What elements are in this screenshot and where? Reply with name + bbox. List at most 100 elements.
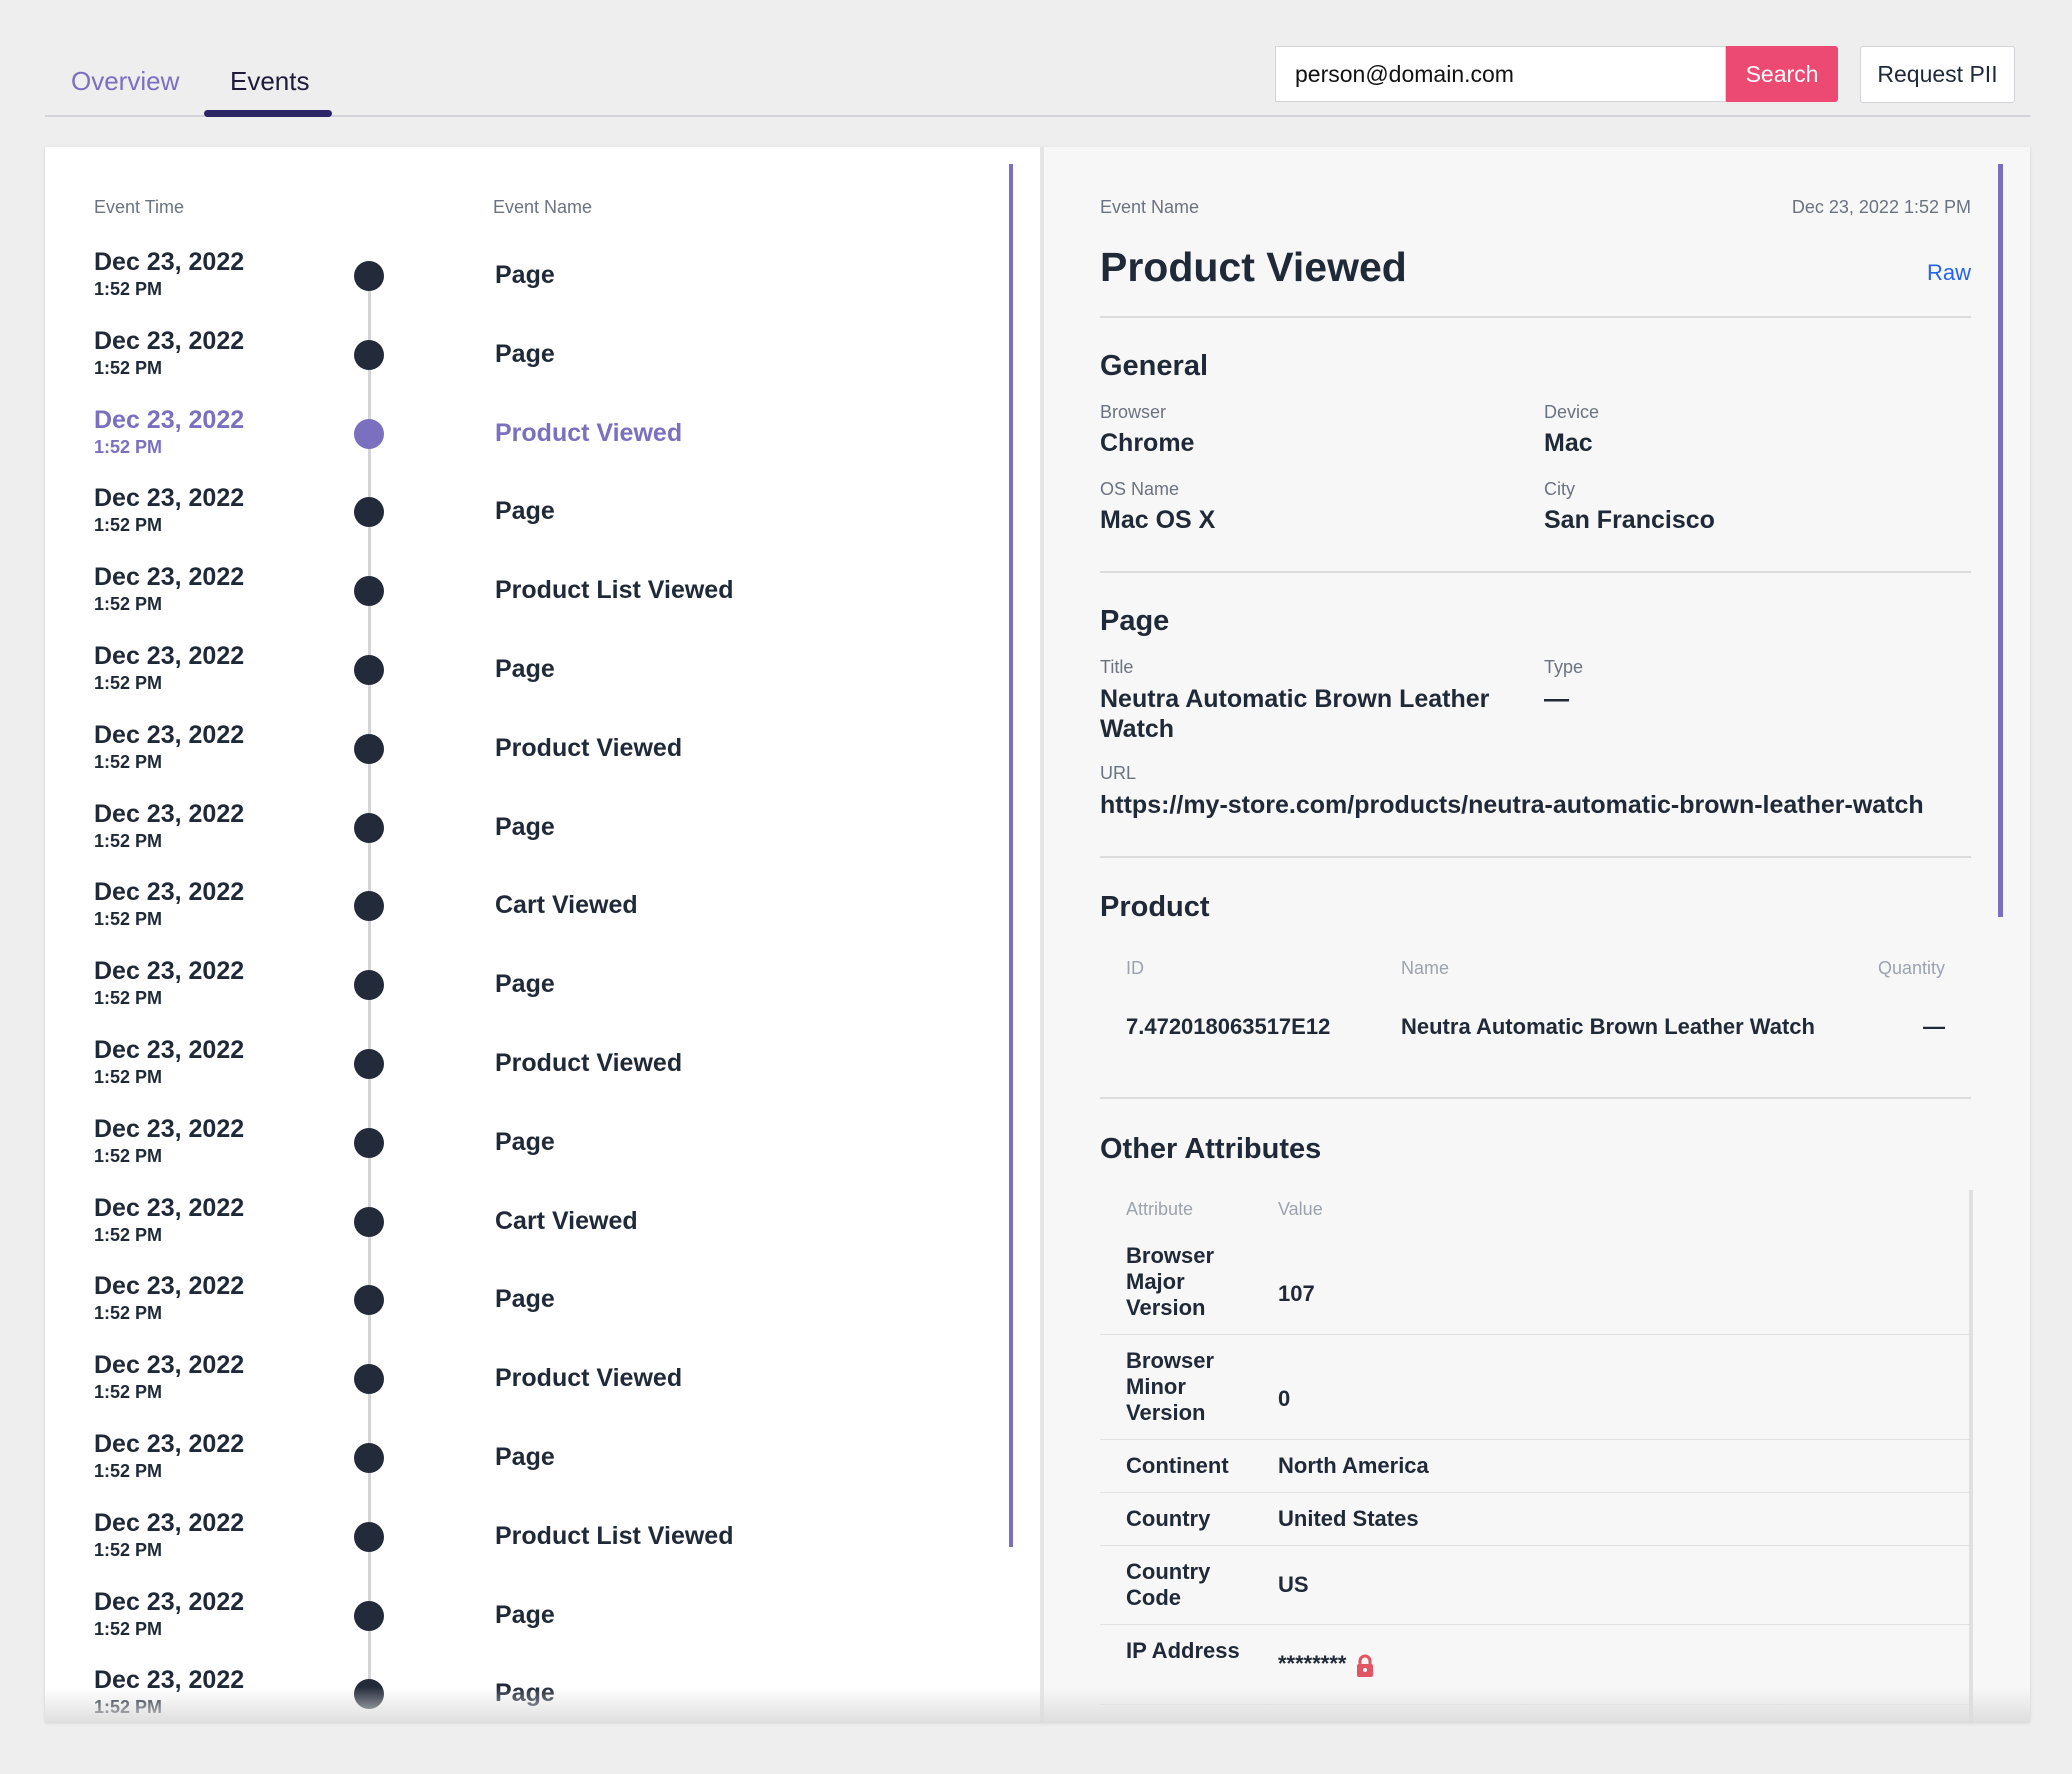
event-name: Page [495, 1443, 555, 1471]
attr-value: US [1278, 1572, 1309, 1597]
attr-key: Browser Major Version [1126, 1243, 1215, 1320]
event-row[interactable]: Dec 23, 2022 1:52 PM Product List Viewed [45, 563, 1005, 641]
event-row[interactable]: Dec 23, 2022 1:52 PM Page [45, 1272, 1005, 1350]
search-button[interactable]: Search [1726, 46, 1838, 102]
event-row[interactable]: Dec 23, 2022 1:52 PM Page [45, 484, 1005, 562]
product-col-id: ID [1126, 958, 1144, 978]
event-name: Cart Viewed [495, 891, 638, 919]
section-other-attributes-title: Other Attributes [1100, 1133, 1322, 1165]
tab-overview[interactable]: Overview [71, 66, 180, 96]
detail-label: Event Name [1100, 197, 1200, 217]
event-name: Page [495, 970, 555, 998]
attr-key: Continent [1126, 1453, 1229, 1478]
tab-events[interactable]: Events [230, 66, 310, 96]
attributes-scrollbar[interactable] [1969, 1190, 1973, 1722]
detail-title: Product Viewed [1100, 244, 1407, 290]
attr-key: Country Code [1126, 1559, 1211, 1610]
section-product-title: Product [1100, 891, 1210, 923]
event-name: Page [495, 261, 555, 289]
attr-col-attribute: Attribute [1126, 1199, 1194, 1219]
row-divider [1100, 1624, 1971, 1625]
event-row[interactable]: Dec 23, 2022 1:52 PM Page [45, 1588, 1005, 1666]
event-row[interactable]: Dec 23, 2022 1:52 PM Page [45, 1430, 1005, 1508]
section-general-title: General [1100, 350, 1208, 382]
event-row[interactable]: Dec 23, 2022 1:52 PM Page [45, 957, 1005, 1035]
event-row[interactable]: Dec 23, 2022 1:52 PM Page [45, 642, 1005, 720]
event-time: 1:52 PM [94, 831, 163, 851]
event-time: 1:52 PM [94, 988, 163, 1008]
detail-scrollbar[interactable] [1998, 164, 2003, 917]
timeline-dot-icon [354, 1128, 384, 1158]
page-url-value: https://my-store.com/products/neutra-aut… [1100, 791, 1924, 819]
event-name: Page [495, 1601, 555, 1629]
event-date: Dec 23, 2022 [94, 800, 245, 828]
product-quantity: — [1923, 1014, 1945, 1039]
event-name: Page [495, 1128, 555, 1156]
event-time: 1:52 PM [94, 752, 163, 772]
top-bar: Overview Events Search Request PII [45, 40, 2030, 117]
events-card: Event Time Event Name Dec 23, 2022 1:52 P… [45, 147, 2030, 1722]
page-type-value: — [1544, 685, 1569, 713]
col-header-event-name: Event Name [493, 197, 593, 217]
row-divider [1100, 1439, 1971, 1440]
product-id: 7.472018063517E12 [1126, 1014, 1331, 1039]
row-divider [1100, 1545, 1971, 1546]
event-date: Dec 23, 2022 [94, 1272, 245, 1300]
search-input[interactable] [1275, 46, 1726, 102]
event-row[interactable]: Dec 23, 2022 1:52 PM Page [45, 327, 1005, 405]
timeline-dot-icon [354, 655, 384, 685]
product-col-name: Name [1401, 958, 1450, 978]
event-date: Dec 23, 2022 [94, 1351, 245, 1379]
event-time: 1:52 PM [94, 1619, 163, 1639]
event-row[interactable]: Dec 23, 2022 1:52 PM Product Viewed [45, 721, 1005, 799]
timeline-dot-icon [354, 970, 384, 1000]
event-row[interactable]: Dec 23, 2022 1:52 PM Cart Viewed [45, 878, 1005, 956]
event-time: 1:52 PM [94, 1461, 163, 1481]
bottom-fade [45, 1687, 2030, 1722]
request-pii-button[interactable]: Request PII [1860, 46, 2015, 103]
device-label: Device [1544, 402, 1600, 422]
city-value: San Francisco [1544, 506, 1715, 534]
panel-divider [1040, 147, 1044, 1722]
event-name: Product Viewed [495, 1049, 683, 1077]
event-list-scrollbar[interactable] [1009, 164, 1013, 1547]
timeline-dot-icon [354, 1207, 384, 1237]
event-row[interactable]: Dec 23, 2022 1:52 PM Cart Viewed [45, 1194, 1005, 1272]
product-name: Neutra Automatic Brown Leather Watch [1401, 1014, 1815, 1039]
timeline-dot-icon [354, 1601, 384, 1631]
attr-value: United States [1278, 1506, 1419, 1531]
event-date: Dec 23, 2022 [94, 406, 245, 434]
attr-key: IP Address [1126, 1638, 1240, 1663]
event-name: Product Viewed [495, 1364, 683, 1392]
timeline-dot-icon [354, 734, 384, 764]
event-name: Page [495, 813, 555, 841]
event-row[interactable]: Dec 23, 2022 1:52 PM Product Viewed [45, 1351, 1005, 1429]
raw-link[interactable]: Raw [1926, 260, 1971, 285]
event-row[interactable]: Dec 23, 2022 1:52 PM Page [45, 248, 1005, 326]
row-divider [1100, 1492, 1971, 1493]
timeline-dot-icon [354, 1285, 384, 1315]
timeline-dot-icon [354, 1049, 384, 1079]
ip-address-masked: ******** [1278, 1651, 1347, 1676]
event-name: Page [495, 655, 555, 683]
event-date: Dec 23, 2022 [94, 957, 245, 985]
event-list-panel[interactable]: Event Time Event Name Dec 23, 2022 1:52 P… [45, 147, 1040, 1722]
event-time: 1:52 PM [94, 594, 163, 614]
event-row[interactable]: Dec 23, 2022 1:52 PM Product List Viewed [45, 1509, 1005, 1587]
timeline-dot-icon [354, 340, 384, 370]
attr-value: North America [1278, 1453, 1429, 1478]
event-row[interactable]: Dec 23, 2022 1:52 PM Page [45, 800, 1005, 878]
event-row[interactable]: Dec 23, 2022 1:52 PM Product Viewed [45, 1036, 1005, 1114]
event-time: 1:52 PM [94, 673, 163, 693]
event-date: Dec 23, 2022 [94, 248, 245, 276]
lock-icon[interactable] [1355, 1654, 1373, 1678]
event-date: Dec 23, 2022 [94, 563, 245, 591]
event-name: Product List Viewed [495, 1522, 734, 1550]
divider [1100, 1097, 1971, 1099]
divider [1100, 856, 1971, 858]
event-name: Product Viewed [495, 419, 683, 447]
event-date: Dec 23, 2022 [94, 484, 245, 512]
event-row[interactable]: Dec 23, 2022 1:52 PM Page [45, 1115, 1005, 1193]
event-date: Dec 23, 2022 [94, 1194, 245, 1222]
event-row[interactable]: Dec 23, 2022 1:52 PM Product Viewed [45, 406, 1005, 484]
